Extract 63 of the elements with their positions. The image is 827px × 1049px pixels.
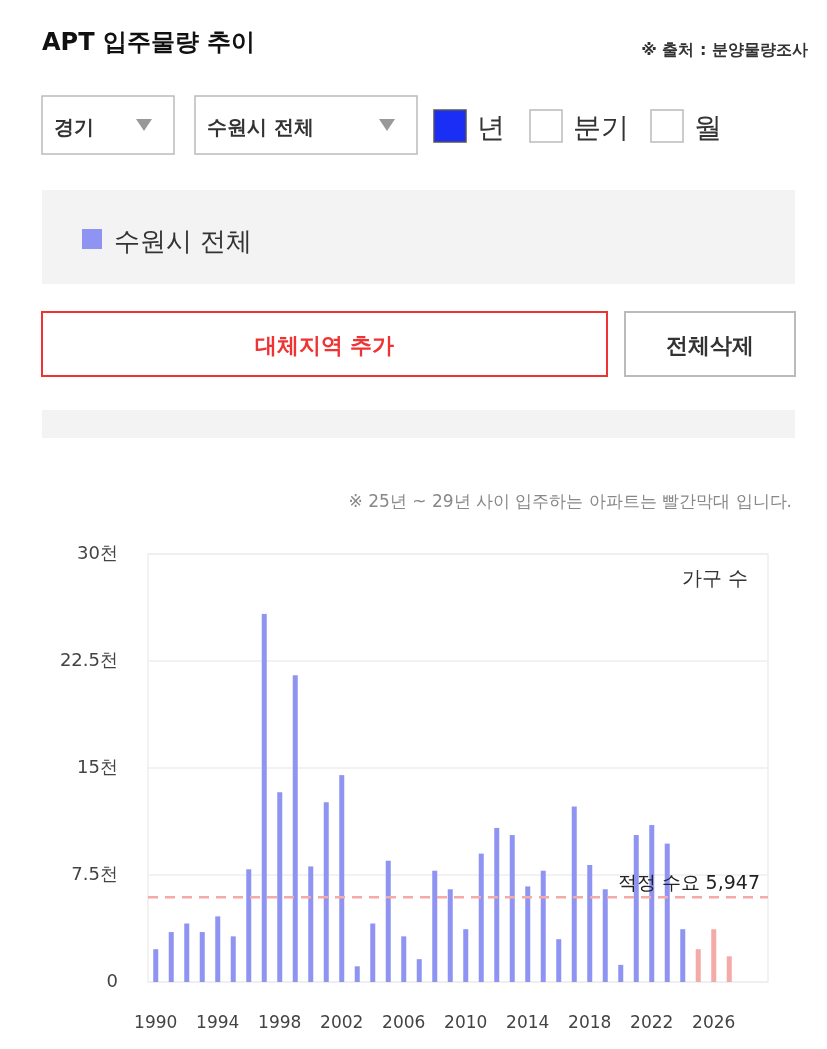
- x-tick-label: 2022: [630, 1012, 674, 1032]
- bar: [494, 827, 500, 982]
- chart-subtitle: ※ 25년 ~ 29년 사이 입주하는 아파트는 빨간막대 입니다.: [348, 491, 792, 511]
- x-tick-label: 2002: [320, 1012, 364, 1032]
- chart-title: APT 입주물량 추이: [42, 28, 256, 56]
- text: 수원시 전체: [207, 115, 314, 139]
- bar: [509, 835, 515, 982]
- bar: [370, 923, 376, 982]
- bar: [618, 964, 624, 982]
- x-tick-label: 1998: [258, 1012, 302, 1032]
- y-tick-label: 15천: [77, 756, 118, 777]
- bar: [602, 889, 608, 982]
- ref-line-label: 적정 수요 5,947: [617, 871, 760, 894]
- x-tick-label: 2014: [506, 1012, 550, 1032]
- bar: [168, 932, 174, 982]
- bar: [246, 869, 252, 982]
- bar: [339, 775, 345, 982]
- bar: [354, 966, 360, 982]
- text: 분기: [573, 111, 629, 144]
- bar: [308, 866, 314, 982]
- bar: [478, 853, 484, 982]
- bar: [215, 916, 221, 982]
- bar: [230, 936, 236, 982]
- x-tick-label: 2018: [568, 1012, 612, 1032]
- bar: [463, 929, 469, 982]
- y-axis-title: 가구 수: [681, 566, 748, 590]
- bar: [540, 870, 546, 982]
- bar: [416, 959, 422, 982]
- y-tick-label: 30천: [77, 542, 118, 563]
- x-tick-label: 2026: [692, 1012, 736, 1032]
- text: 경기: [54, 115, 94, 139]
- bar: [680, 929, 686, 982]
- text: 전체삭제: [666, 333, 754, 358]
- bar: [695, 949, 701, 982]
- text: 대체지역 추가: [254, 333, 395, 358]
- x-tick-label: 2006: [382, 1012, 426, 1032]
- bar: [556, 939, 562, 982]
- bar: [525, 886, 531, 982]
- y-tick-label: 0: [106, 970, 118, 991]
- bar: [184, 923, 190, 982]
- bar: [401, 936, 407, 982]
- bar: [277, 792, 283, 982]
- legend-label: 수원시 전체: [114, 226, 253, 256]
- bar: [711, 929, 717, 982]
- bar: [587, 865, 593, 982]
- bar: [726, 956, 732, 982]
- bar: [385, 860, 391, 982]
- bar: [199, 932, 205, 982]
- x-tick-label: 1994: [196, 1012, 240, 1032]
- text: 년: [477, 111, 505, 144]
- bar: [571, 806, 577, 982]
- y-tick-label: 7.5천: [71, 863, 118, 884]
- bar: [261, 613, 267, 982]
- bar: [447, 889, 453, 982]
- text: 월: [694, 111, 722, 144]
- bar: [323, 802, 329, 982]
- y-tick-label: 22.5천: [59, 649, 118, 670]
- text: ※ 출처 : 분양물량조사: [641, 40, 808, 59]
- bar: [292, 675, 298, 982]
- x-tick-label: 1990: [134, 1012, 178, 1032]
- x-tick-label: 2010: [444, 1012, 488, 1032]
- bar: [153, 949, 159, 982]
- bar: [432, 870, 438, 982]
